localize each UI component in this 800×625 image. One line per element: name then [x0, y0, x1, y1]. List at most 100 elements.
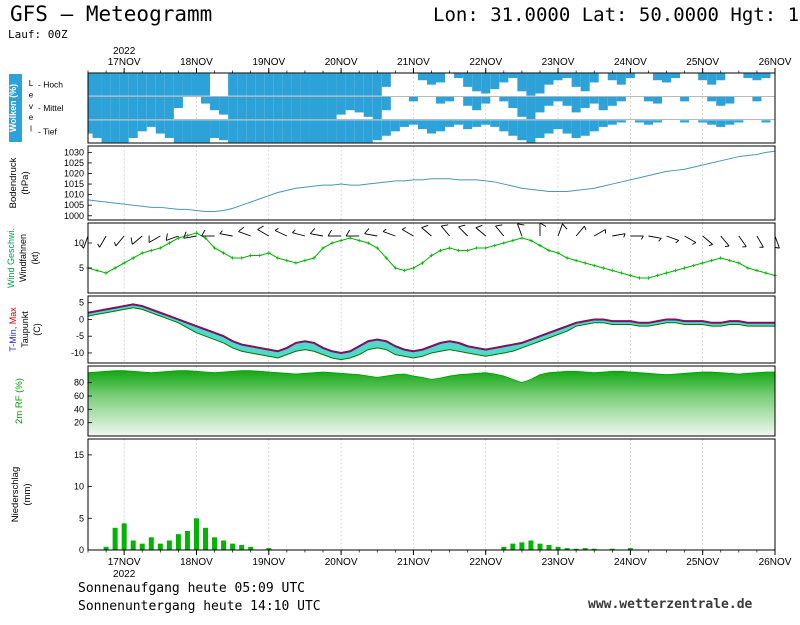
svg-text:23NOV: 23NOV: [542, 57, 575, 68]
svg-text:l: l: [30, 125, 32, 134]
svg-text:20NOV: 20NOV: [325, 57, 358, 68]
svg-text:24NOV: 24NOV: [614, 557, 647, 568]
coordinates-label: Lon: 31.0000 Lat: 50.0000 Hgt: 1: [433, 4, 800, 26]
precipitation-bars: [103, 518, 633, 550]
svg-text:23NOV: 23NOV: [542, 557, 575, 568]
svg-text:2m RF (%): 2m RF (%): [14, 378, 25, 424]
svg-text:Wolken (%): Wolken (%): [8, 84, 18, 132]
svg-text:40: 40: [74, 404, 84, 414]
temp-max-line: [87, 303, 775, 354]
temp-dewpoint-band: [88, 304, 775, 360]
svg-text:0: 0: [79, 545, 84, 555]
svg-text:15: 15: [74, 450, 84, 460]
svg-text:26NOV: 26NOV: [759, 557, 792, 568]
svg-text:21NOV: 21NOV: [397, 57, 430, 68]
svg-text:1020: 1020: [64, 168, 84, 178]
svg-text:18NOV: 18NOV: [180, 57, 213, 68]
panel-temperature: [87, 303, 775, 361]
cloud-layer-tief: [88, 120, 771, 143]
svg-text:1000: 1000: [64, 211, 84, 221]
dewpoint-line: [87, 307, 775, 361]
temperature-axis: 5 0 -5 -10 T-Min, Max Taupunkt (C): [8, 298, 92, 358]
wind-barbs: [80, 222, 780, 249]
svg-text:L: L: [29, 79, 34, 88]
x-axis-top: 17NOV 18NOV 19NOV 20NOV 21NOV 22NOV 23NOV 24NOV…: [87, 46, 792, 73]
svg-text:5: 5: [79, 263, 84, 273]
frame-pcp: [87, 438, 776, 551]
svg-text:20: 20: [74, 418, 84, 428]
svg-text:10: 10: [74, 238, 84, 248]
pressure-line: [87, 150, 776, 213]
svg-text:e: e: [29, 113, 34, 122]
svg-text:1015: 1015: [64, 179, 84, 189]
svg-text:21NOV: 21NOV: [397, 557, 430, 568]
svg-text:19NOV: 19NOV: [252, 557, 285, 568]
svg-text:0: 0: [79, 314, 84, 324]
svg-text:(kt): (kt): [30, 252, 40, 265]
svg-text:22NOV: 22NOV: [469, 557, 502, 568]
svg-text:1005: 1005: [64, 200, 84, 210]
svg-text:18NOV: 18NOV: [180, 557, 213, 568]
sunset-text: Sonnenuntergang heute 14:10 UTC: [78, 599, 321, 614]
cloud-layer-mittel: [88, 96, 762, 120]
svg-text:1010: 1010: [64, 190, 84, 200]
svg-text:17NOV: 17NOV: [108, 57, 141, 68]
frame-wind: [87, 222, 776, 294]
website-text: www.wetterzentrale.de: [588, 597, 753, 612]
svg-text:17NOV: 17NOV: [108, 557, 141, 568]
wind-axis: 10 5 Wind Geschwi. Windfahnen (kt): [6, 228, 92, 288]
svg-text:80: 80: [74, 378, 84, 388]
svg-text:1030: 1030: [64, 147, 84, 157]
svg-text:24NOV: 24NOV: [614, 57, 647, 68]
svg-text:(C): (C): [32, 323, 42, 336]
svg-text:25NOV: 25NOV: [686, 557, 719, 568]
svg-text:- Hoch: - Hoch: [38, 80, 63, 90]
svg-text:10: 10: [74, 482, 84, 492]
svg-text:e: e: [29, 90, 34, 99]
svg-text:26NOV: 26NOV: [759, 57, 792, 68]
svg-text:(mm): (mm): [22, 483, 33, 505]
svg-text:2022: 2022: [113, 46, 136, 57]
svg-text:60: 60: [74, 391, 84, 401]
svg-text:Bodendruck: Bodendruck: [8, 157, 19, 208]
svg-text:-10: -10: [71, 348, 84, 358]
run-label: Lauf: 00Z: [8, 28, 68, 41]
svg-text:22NOV: 22NOV: [469, 57, 502, 68]
svg-text:Windfahnen: Windfahnen: [18, 234, 28, 282]
page-title: GFS — Meteogramm: [10, 2, 213, 26]
precipitation-axis: 15 10 5 0 Niederschlag (mm): [10, 450, 92, 555]
frame-rh: [87, 365, 776, 437]
svg-text:Wind Geschwi.: Wind Geschwi.: [6, 228, 16, 288]
x-axis-bottom: 17NOV 18NOV 19NOV 20NOV 21NOV 22NOV 23NOV 24NOV…: [87, 550, 792, 580]
frame-pressure: [87, 145, 776, 221]
svg-text:20NOV: 20NOV: [325, 557, 358, 568]
svg-text:Niederschlag: Niederschlag: [10, 467, 21, 522]
panel-wind: [80, 222, 780, 280]
svg-text:-5: -5: [76, 331, 84, 341]
svg-text:Taupunkt: Taupunkt: [20, 311, 30, 348]
humidity-area: [88, 370, 775, 436]
svg-text:v: v: [29, 102, 33, 111]
svg-text:5: 5: [79, 298, 84, 308]
day-gridlines: [123, 73, 776, 550]
humidity-axis: 80 60 40 20 2m RF (%): [14, 378, 92, 428]
sunrise-text: Sonnenaufgang heute 05:09 UTC: [78, 581, 305, 596]
svg-text:T-Min, Max: T-Min, Max: [8, 307, 18, 352]
svg-text:2022: 2022: [113, 569, 136, 580]
cloud-layer-hoch: [88, 73, 771, 96]
humidity-line: [87, 370, 775, 384]
svg-text:25NOV: 25NOV: [686, 57, 719, 68]
frame-temp: [87, 295, 776, 364]
svg-text:- Tief: - Tief: [38, 126, 58, 136]
svg-text:(hPa): (hPa): [20, 171, 31, 194]
svg-text:19NOV: 19NOV: [252, 57, 285, 68]
svg-text:5: 5: [79, 513, 84, 523]
svg-text:- Mittel: - Mittel: [38, 103, 64, 113]
svg-text:1025: 1025: [64, 158, 84, 168]
